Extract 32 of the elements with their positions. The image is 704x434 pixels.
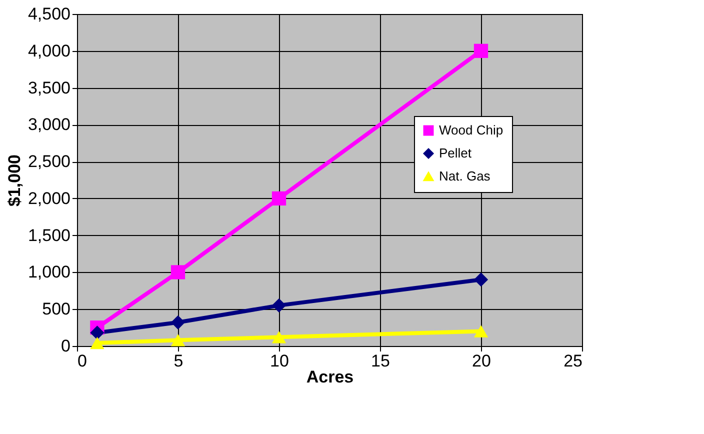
- y-tick-label: 2,000: [28, 188, 70, 208]
- y-tick-label: 500: [42, 300, 70, 319]
- x-tick-label: 0: [78, 352, 87, 370]
- y-tick-label: 1,000: [28, 262, 70, 282]
- point: [474, 44, 488, 58]
- y-tick-label: 3,500: [28, 78, 70, 98]
- x-tick-label: 5: [174, 352, 184, 370]
- y-tick-label: 3,000: [28, 115, 70, 134]
- point: [272, 298, 286, 312]
- y-tick-label: 4,500: [28, 4, 70, 24]
- point: [170, 334, 186, 346]
- point: [474, 272, 488, 287]
- x-tick-label: 10: [270, 352, 289, 370]
- point: [474, 325, 488, 338]
- point: [90, 326, 104, 340]
- y-tick-label: 2,500: [28, 152, 70, 172]
- point: [90, 336, 104, 350]
- legend-label: Wood Chip: [439, 122, 504, 138]
- y-axis-title: $1,000: [4, 154, 24, 206]
- y-tick-label: 0: [61, 336, 70, 356]
- x-tick-label: 25: [564, 352, 582, 370]
- y-tick-label: 4,000: [28, 41, 70, 60]
- x-axis-title: Acres: [306, 368, 354, 386]
- legend-label: Nat. Gas: [439, 168, 491, 184]
- y-tick-label: 1,500: [28, 226, 70, 245]
- point: [272, 331, 286, 344]
- point: [170, 265, 186, 280]
- legend-label: Pellet: [439, 146, 472, 160]
- point: [170, 315, 186, 330]
- x-tick-label: 15: [371, 352, 390, 370]
- point: [272, 191, 286, 206]
- x-tick-label: 20: [472, 352, 491, 370]
